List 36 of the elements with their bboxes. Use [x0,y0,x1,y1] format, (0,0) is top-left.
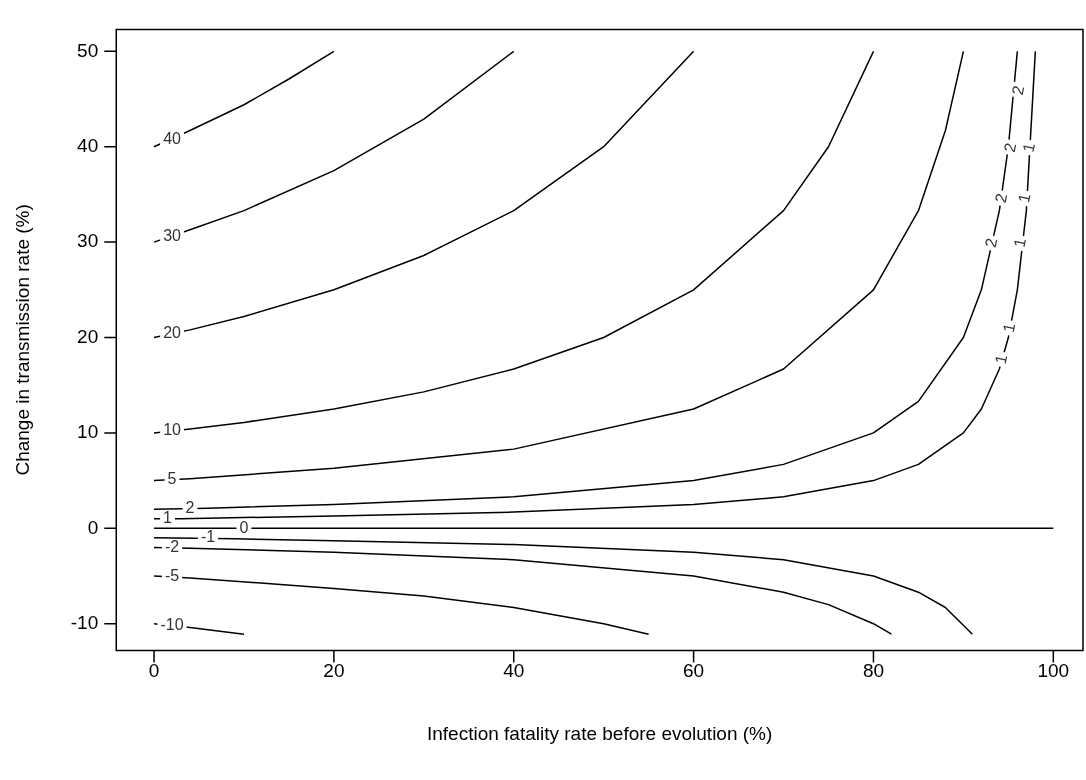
annotation: 1 [1015,191,1034,205]
annotation: 1 [1010,236,1030,249]
annotation: 30 [163,226,182,244]
annotation: 2 [981,236,1001,249]
annotation: -10 [160,616,184,633]
y-tick-label: 30 [77,230,99,252]
annotation: 1 [163,509,173,527]
annotation: -2 [164,537,180,555]
x-tick-label: 0 [148,660,160,682]
annotation: 5 [167,470,177,488]
x-axis-title: Infection fatality rate before evolution (%) [426,722,773,744]
annotation: 2 [185,498,195,516]
x-tick-label: 100 [1037,660,1070,682]
annotation: 2 [991,191,1011,205]
x-tick-label: 40 [503,660,525,682]
annotation: -5 [164,567,180,585]
annotation: 1 [1019,141,1039,154]
y-axis-title: Change in transmission rate (%) [11,204,33,476]
annotation: 0 [239,518,249,536]
y-tick-label: 40 [77,134,99,156]
y-tick-label: 20 [77,325,99,347]
annotation: 1 [999,321,1019,334]
x-tick-label: 80 [862,660,885,682]
annotation: 40 [163,129,182,147]
annotation: 1 [991,353,1011,366]
annotation: 10 [163,421,182,439]
annotation: 2 [1008,84,1028,97]
annotation: -1 [200,528,216,546]
y-tick-label: 50 [77,39,99,61]
y-tick-label: 10 [77,421,99,443]
annotation: 20 [163,324,182,342]
annotation: 2 [1000,141,1020,154]
x-tick-label: 20 [323,660,345,682]
x-tick-label: 60 [683,660,705,682]
y-tick-label: 0 [87,516,99,538]
y-tick-label: -10 [70,611,99,633]
